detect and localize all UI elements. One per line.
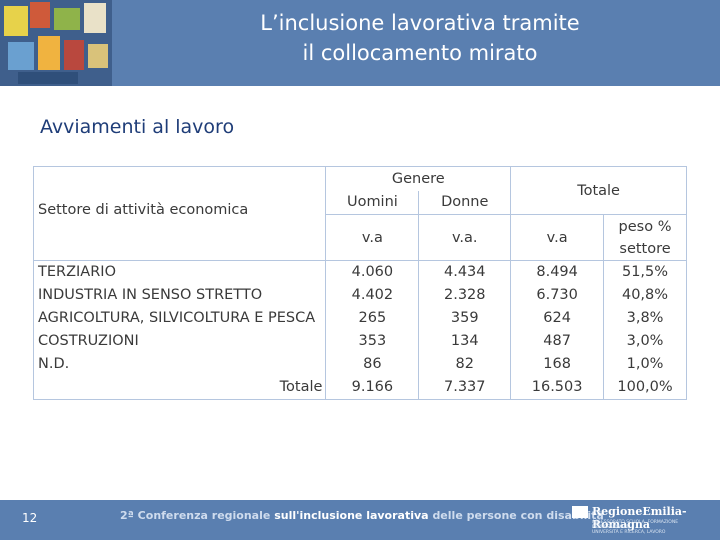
total-uomini: 9.166 bbox=[325, 375, 419, 400]
section-subtitle: Avviamenti al lavoro bbox=[40, 116, 235, 138]
peso-header: peso % settore bbox=[603, 214, 687, 261]
peso-cell: 51,5% bbox=[603, 260, 687, 284]
donne-cell: 134 bbox=[418, 329, 511, 353]
region-flag-icon bbox=[572, 506, 588, 518]
donne-cell: 2.328 bbox=[418, 283, 511, 307]
total-row: Totale 9.166 7.337 16.503 100,0% bbox=[34, 375, 687, 400]
logo-name: RegioneEmilia-Romagna bbox=[592, 505, 687, 531]
totale-cell: 8.494 bbox=[510, 260, 604, 284]
peso-cell: 1,0% bbox=[603, 352, 687, 376]
donne-cell: 359 bbox=[418, 306, 511, 330]
totale-header: Totale bbox=[510, 166, 687, 215]
total-donne: 7.337 bbox=[418, 375, 511, 400]
va-uomini-header: v.a bbox=[325, 214, 419, 261]
total-peso: 100,0% bbox=[603, 375, 687, 400]
uomini-cell: 86 bbox=[325, 352, 419, 376]
peso-cell: 40,8% bbox=[603, 283, 687, 307]
uomini-cell: 265 bbox=[325, 306, 419, 330]
table-row: AGRICOLTURA, SILVICOLTURA E PESCA 265 35… bbox=[34, 306, 687, 330]
genere-header: Genere bbox=[325, 166, 511, 191]
total-label: Totale bbox=[279, 379, 323, 396]
title-line-1: L’inclusione lavorativa tramite bbox=[260, 11, 580, 35]
table-row: TERZIARIO 4.060 4.434 8.494 51,5% bbox=[34, 260, 687, 284]
uomini-header: Uomini bbox=[325, 190, 419, 215]
va-totale-header: v.a bbox=[510, 214, 604, 261]
table-row: INDUSTRIA IN SENSO STRETTO 4.402 2.328 6… bbox=[34, 283, 687, 307]
conference-part-1: 2ª Conferenza regionale bbox=[120, 509, 271, 522]
header-collage-image bbox=[0, 0, 112, 86]
conference-title: 2ª Conferenza regionale sull'inclusione … bbox=[120, 509, 604, 522]
table-row: COSTRUZIONI 353 134 487 3,0% bbox=[34, 329, 687, 353]
total-totale: 16.503 bbox=[510, 375, 604, 400]
conference-part-2: sull'inclusione lavorativa bbox=[274, 509, 429, 522]
sector-cell: N.D. bbox=[38, 356, 70, 372]
page-title: L’inclusione lavorativa tramite il collo… bbox=[130, 8, 710, 68]
table-row: N.D. 86 82 168 1,0% bbox=[34, 352, 687, 376]
totale-cell: 624 bbox=[510, 306, 604, 330]
peso-cell: 3,8% bbox=[603, 306, 687, 330]
totale-cell: 168 bbox=[510, 352, 604, 376]
sector-cell: INDUSTRIA IN SENSO STRETTO bbox=[38, 287, 263, 303]
data-table: Settore di attività economica Genere Tot… bbox=[33, 166, 687, 400]
totale-cell: 6.730 bbox=[510, 283, 604, 307]
donne-cell: 82 bbox=[418, 352, 511, 376]
sector-cell: TERZIARIO bbox=[38, 264, 116, 281]
totale-cell: 487 bbox=[510, 329, 604, 353]
header-bar: L’inclusione lavorativa tramite il collo… bbox=[0, 0, 720, 86]
uomini-cell: 4.060 bbox=[325, 260, 419, 284]
uomini-cell: 353 bbox=[325, 329, 419, 353]
donne-cell: 4.434 bbox=[418, 260, 511, 284]
region-logo: RegioneEmilia-Romagna ASSESSORATO SCUOLA… bbox=[572, 504, 714, 536]
sector-header: Settore di attività economica bbox=[33, 166, 326, 261]
logo-subtitle: ASSESSORATO SCUOLA, FORMAZIONE PROFESSIO… bbox=[592, 520, 679, 535]
page-number: 12 bbox=[22, 511, 38, 525]
conference-part-3: delle persone con disabilità bbox=[432, 509, 604, 522]
footer-bar bbox=[0, 500, 720, 540]
uomini-cell: 4.402 bbox=[325, 283, 419, 307]
title-line-2: il collocamento mirato bbox=[302, 41, 538, 65]
sector-cell: AGRICOLTURA, SILVICOLTURA E PESCA bbox=[38, 310, 316, 326]
va-donne-header: v.a. bbox=[418, 214, 511, 261]
donne-header: Donne bbox=[418, 190, 511, 215]
peso-cell: 3,0% bbox=[603, 329, 687, 353]
sector-cell: COSTRUZIONI bbox=[38, 333, 139, 349]
